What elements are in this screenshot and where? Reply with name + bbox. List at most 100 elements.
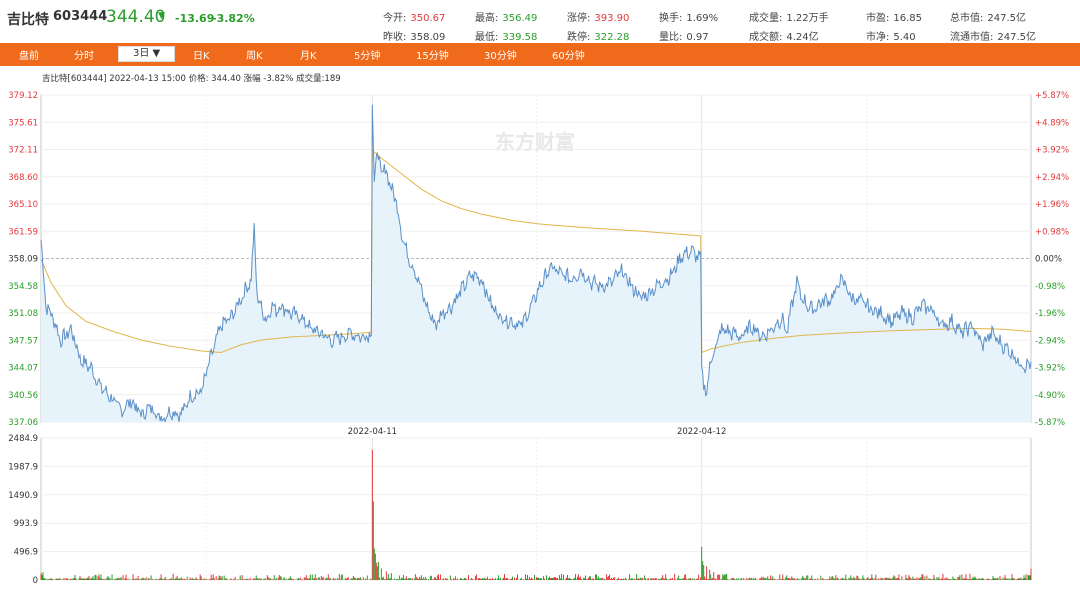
volume-tick-label: 1490.9 (8, 491, 38, 501)
volume-bar (610, 579, 612, 580)
volume-bar (233, 578, 235, 580)
volume-bar (916, 577, 918, 580)
tab-1[interactable]: 分时 (74, 51, 94, 62)
volume-bar (437, 574, 439, 580)
volume-bar (786, 575, 788, 580)
volume-bar (755, 577, 757, 580)
volume-bar (952, 576, 954, 580)
volume-bar (298, 578, 300, 580)
volume-bar (156, 579, 158, 580)
volume-bar (975, 577, 977, 580)
tab-0[interactable]: 盘前 (19, 51, 39, 62)
volume-bar (73, 577, 75, 580)
volume-bar (639, 578, 641, 580)
quote-item: 市盈: 16.85 (866, 9, 922, 24)
volume-bar (624, 579, 626, 580)
volume-bar (736, 578, 738, 580)
volume-bar (97, 576, 99, 580)
volume-bar (606, 574, 608, 580)
volume-bar (851, 578, 853, 580)
volume-bar (579, 577, 581, 580)
volume-bar (1017, 578, 1019, 580)
volume-bar (652, 578, 654, 580)
volume-bar (488, 578, 490, 580)
volume-bar (907, 578, 909, 580)
volume-bar (658, 578, 660, 580)
volume-bar (560, 578, 562, 580)
quote-item: 总市值: 247.5亿 (950, 9, 1026, 24)
tab-3[interactable]: 日K (193, 51, 210, 62)
volume-bar (484, 578, 486, 580)
tab-2[interactable]: 3日 ▼ (118, 46, 176, 62)
price-change: -13.69 (175, 12, 215, 25)
volume-bar (269, 578, 271, 580)
volume-bar (1020, 577, 1022, 580)
volume-bar (659, 578, 661, 580)
volume-bar (44, 578, 46, 580)
volume-bar (945, 578, 947, 580)
stock-name: 吉比特 (7, 12, 49, 28)
volume-bar (303, 577, 305, 580)
volume-bar (133, 578, 135, 580)
volume-bar (308, 577, 310, 580)
volume-bar (704, 576, 706, 580)
volume-bar (797, 578, 799, 580)
volume-bar (655, 578, 657, 580)
volume-bar (983, 579, 985, 580)
volume-bar (80, 578, 82, 580)
volume-bar (765, 577, 767, 580)
volume-bar (777, 579, 779, 580)
volume-bar (570, 578, 572, 580)
volume-bar (761, 576, 763, 580)
volume-bar (45, 579, 47, 580)
volume-bar (979, 579, 981, 580)
volume-bar (1016, 579, 1018, 580)
volume-bar (186, 576, 188, 580)
volume-bar (372, 501, 374, 580)
volume-bar (631, 578, 633, 580)
volume-bar (972, 576, 974, 580)
volume-bar (365, 579, 367, 580)
volume-bar (691, 579, 693, 580)
volume-bar (258, 578, 260, 580)
volume-bar (812, 579, 814, 580)
volume-bar (844, 578, 846, 580)
volume-bar (1011, 574, 1013, 580)
volume-bar (511, 576, 513, 580)
volume-bar (630, 578, 632, 580)
volume-bar (88, 575, 90, 580)
volume-bar (90, 578, 92, 580)
volume-bar (399, 579, 401, 580)
volume-bar (603, 579, 605, 580)
volume-bar (747, 579, 749, 580)
volume-bar (703, 565, 705, 580)
volume-bar (770, 575, 772, 580)
tab-7[interactable]: 15分钟 (416, 51, 449, 62)
volume-bar (59, 577, 61, 580)
volume-bar (43, 578, 45, 580)
volume-bar (623, 578, 625, 580)
tab-8[interactable]: 30分钟 (484, 51, 517, 62)
volume-bar (823, 579, 825, 580)
volume-bar (942, 573, 944, 580)
volume-bar (351, 578, 353, 580)
volume-bar (395, 578, 397, 580)
volume-bar (337, 579, 339, 580)
volume-bar (78, 578, 80, 580)
volume-bar (198, 579, 200, 580)
volume-bar (588, 577, 590, 580)
volume-bar (620, 578, 622, 580)
tab-9[interactable]: 60分钟 (552, 51, 585, 62)
volume-bar (930, 578, 932, 580)
tab-6[interactable]: 5分钟 (354, 51, 381, 62)
volume-bar (995, 578, 997, 580)
tab-4[interactable]: 周K (246, 51, 263, 62)
volume-bar (537, 577, 539, 580)
volume-bar (398, 575, 400, 580)
volume-bar (701, 546, 703, 580)
quote-value: 393.90 (594, 13, 630, 24)
volume-bar (850, 575, 852, 580)
volume-bar (355, 579, 357, 580)
tab-5[interactable]: 月K (300, 51, 317, 62)
volume-bar (377, 561, 379, 580)
